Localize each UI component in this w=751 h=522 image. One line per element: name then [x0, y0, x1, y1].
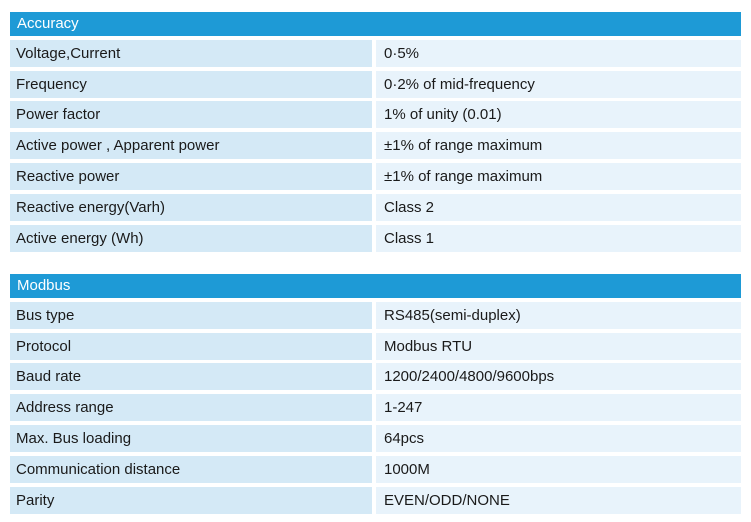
row-label: Reactive energy(Varh) [10, 193, 372, 221]
row-label: Reactive power [10, 162, 372, 190]
row-value: 64pcs [376, 424, 741, 452]
row-value: EVEN/ODD/NONE [376, 486, 741, 514]
table-row: Protocol Modbus RTU [10, 332, 741, 360]
row-label: Active power , Apparent power [10, 132, 372, 160]
table-row: Frequency 0·2% of mid-frequency [10, 70, 741, 98]
table-row: Address range 1-247 [10, 394, 741, 422]
row-value: ±1% of range maximum [376, 132, 741, 160]
table-row: Bus type RS485(semi-duplex) [10, 301, 741, 329]
row-label: Parity [10, 486, 372, 514]
row-value: Modbus RTU [376, 332, 741, 360]
table-row: Reactive power ±1% of range maximum [10, 162, 741, 190]
row-label: Bus type [10, 301, 372, 329]
row-label: Protocol [10, 332, 372, 360]
table-row: Parity EVEN/ODD/NONE [10, 486, 741, 514]
table-row: Power factor 1% of unity (0.01) [10, 101, 741, 129]
table-row: Active energy (Wh) Class 1 [10, 224, 741, 252]
row-value: 0·2% of mid-frequency [376, 70, 741, 98]
accuracy-section: Accuracy Voltage,Current 0·5% Frequency … [10, 12, 741, 252]
accuracy-header: Accuracy [10, 12, 741, 36]
row-label: Frequency [10, 70, 372, 98]
table-row: Active power , Apparent power ±1% of ran… [10, 132, 741, 160]
row-label: Power factor [10, 101, 372, 129]
row-label: Voltage,Current [10, 39, 372, 67]
row-value: 1000M [376, 455, 741, 483]
row-value: ±1% of range maximum [376, 162, 741, 190]
modbus-header: Modbus [10, 274, 741, 298]
row-value: 0·5% [376, 39, 741, 67]
row-value: 1% of unity (0.01) [376, 101, 741, 129]
table-row: Baud rate 1200/2400/4800/9600bps [10, 363, 741, 391]
row-label: Address range [10, 394, 372, 422]
table-row: Voltage,Current 0·5% [10, 39, 741, 67]
row-value: Class 1 [376, 224, 741, 252]
row-value: 1-247 [376, 394, 741, 422]
table-row: Communication distance 1000M [10, 455, 741, 483]
row-label: Baud rate [10, 363, 372, 391]
row-label: Active energy (Wh) [10, 224, 372, 252]
row-label: Communication distance [10, 455, 372, 483]
table-row: Max. Bus loading 64pcs [10, 424, 741, 452]
row-label: Max. Bus loading [10, 424, 372, 452]
table-row: Reactive energy(Varh) Class 2 [10, 193, 741, 221]
modbus-section: Modbus Bus type RS485(semi-duplex) Proto… [10, 274, 741, 514]
row-value: RS485(semi-duplex) [376, 301, 741, 329]
row-value: Class 2 [376, 193, 741, 221]
row-value: 1200/2400/4800/9600bps [376, 363, 741, 391]
